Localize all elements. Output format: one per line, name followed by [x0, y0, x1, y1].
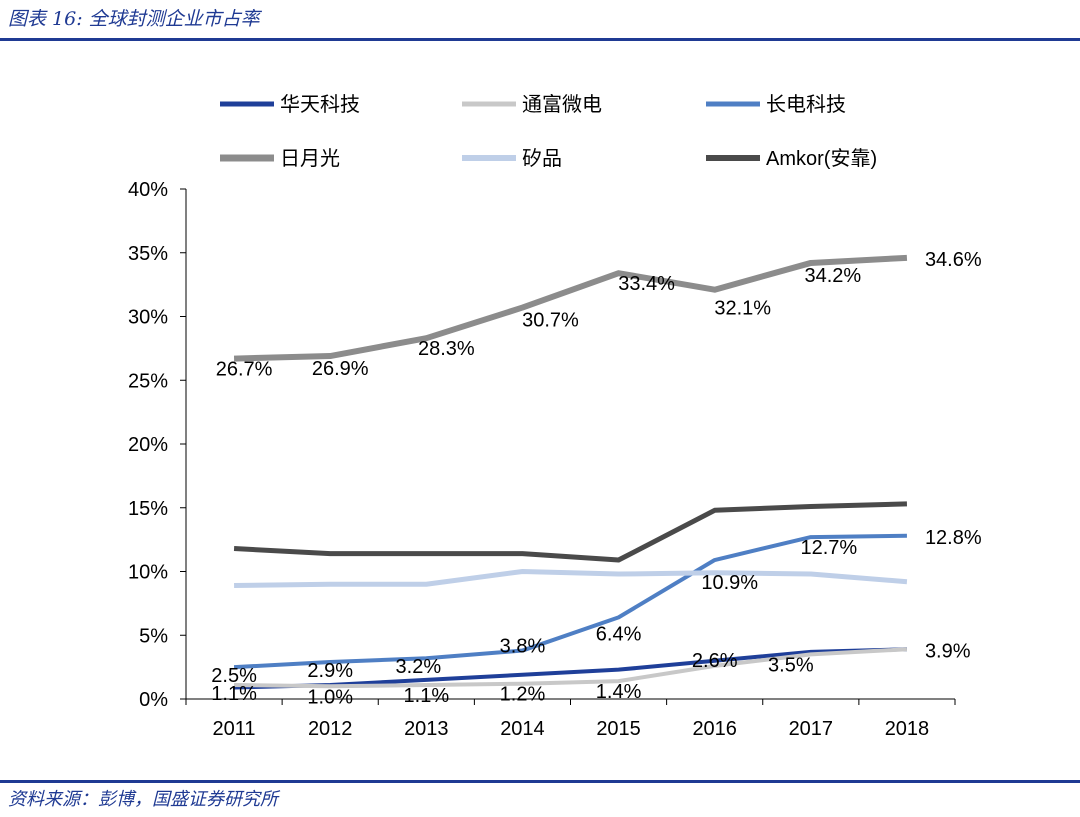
y-tick-label: 25%: [128, 370, 168, 392]
bottom-divider: [0, 780, 1080, 783]
data-label: 10.9%: [701, 572, 758, 594]
data-label: 1.4%: [596, 681, 642, 703]
data-labels: 1.1% 1.0% 1.1% 1.2% 1.4% 2.6% 3.5% 2.5% 2.9% 3.2%…: [211, 249, 982, 708]
series-lines: [233, 254, 908, 690]
data-label: 1.2%: [500, 684, 546, 706]
x-tick-label: 2015: [596, 718, 641, 740]
legend-label: 华天科技: [280, 93, 360, 116]
legend-label: Amkor(安靠): [766, 147, 877, 170]
legend-label: 长电科技: [766, 93, 846, 116]
data-label-endpoint: 3.9%: [925, 640, 971, 662]
data-label: 34.6%: [925, 249, 982, 271]
data-label: 26.9%: [312, 358, 369, 380]
data-label: 3.5%: [768, 654, 814, 676]
x-tick-label: 2012: [308, 718, 353, 740]
legend-label: 通富微电: [522, 93, 602, 116]
x-tick-label: 2016: [692, 718, 737, 740]
data-label: 28.3%: [418, 338, 475, 360]
series-line-5: [233, 501, 908, 563]
y-tick-label: 20%: [128, 434, 168, 456]
series-line-3: [233, 254, 908, 362]
y-tick-label: 30%: [128, 307, 168, 329]
legend-label: 矽品: [522, 147, 562, 170]
series-line-4: [234, 569, 908, 589]
data-label: 2.5%: [211, 665, 257, 687]
data-label: 1.1%: [404, 685, 450, 707]
y-tick-label: 10%: [128, 562, 168, 584]
y-tick-label: 15%: [128, 498, 168, 520]
data-label: 2.9%: [307, 660, 353, 682]
x-tick-label: 2018: [885, 718, 930, 740]
y-tick-label: 35%: [128, 243, 168, 265]
x-tick-label: 2013: [404, 718, 449, 740]
data-label: 34.2%: [804, 265, 861, 287]
x-tick-label: 2014: [500, 718, 545, 740]
y-tick-label: 40%: [128, 179, 168, 201]
data-label: 26.7%: [216, 359, 273, 381]
series-line-2: [233, 533, 907, 670]
data-label: 12.7%: [800, 537, 857, 559]
data-label: 32.1%: [714, 298, 771, 320]
data-label: 2.6%: [692, 650, 738, 672]
data-label: 6.4%: [596, 623, 642, 645]
data-label: 33.4%: [618, 273, 675, 295]
x-tick-label: 2011: [213, 718, 256, 740]
figure-title: 图表 16: 全球封测企业市占率: [8, 8, 260, 30]
data-label: 3.2%: [396, 656, 442, 678]
data-label: 30.7%: [522, 310, 579, 332]
data-label: 3.8%: [500, 636, 546, 658]
data-label: 1.0%: [307, 686, 353, 708]
y-tick-label: 5%: [139, 625, 168, 647]
y-tick-label: 0%: [139, 689, 168, 711]
source-note: 资料来源：彭博，国盛证券研究所: [8, 789, 278, 810]
legend-label: 日月光: [280, 147, 340, 170]
axes: 0% 5% 10% 15% 20% 25% 30% 35% 40% 2011 2012 2013 201…: [128, 179, 956, 740]
data-label: 1.1%: [211, 683, 257, 705]
x-tick-label: 2017: [789, 718, 834, 740]
data-label: 12.8%: [925, 527, 982, 549]
series-line-1: [234, 647, 908, 689]
top-divider: [0, 38, 1080, 41]
